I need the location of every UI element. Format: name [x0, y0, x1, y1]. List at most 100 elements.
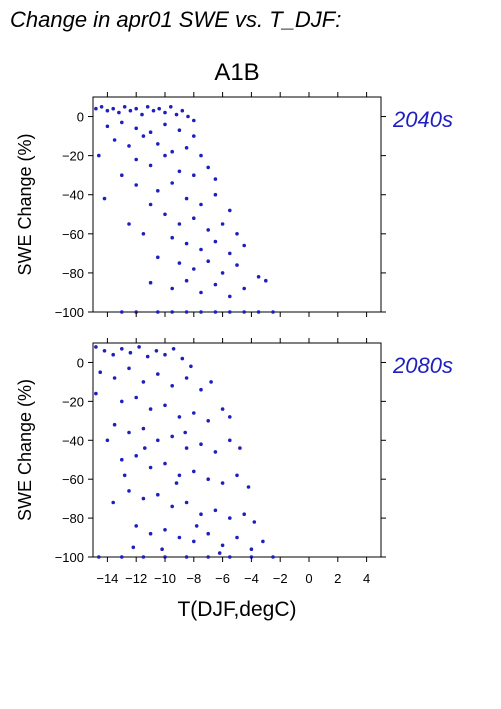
y-axis-label: SWE Change (%) — [15, 133, 35, 275]
data-point — [235, 232, 239, 236]
data-point — [156, 142, 160, 146]
data-point — [170, 235, 174, 240]
data-point — [94, 391, 98, 396]
data-point — [163, 212, 167, 217]
data-point — [242, 512, 246, 516]
data-point — [235, 263, 239, 267]
data-point — [228, 516, 232, 520]
data-point — [192, 134, 196, 138]
data-point — [141, 134, 146, 138]
data-point — [120, 555, 124, 559]
x-tick-label: −14 — [96, 571, 118, 586]
data-point — [177, 169, 182, 174]
data-point — [117, 110, 121, 115]
data-point — [141, 380, 146, 384]
data-point — [120, 347, 124, 351]
data-point — [120, 120, 124, 125]
y-tick-label: −40 — [62, 188, 84, 203]
data-point — [228, 438, 232, 443]
y-tick-label: −100 — [55, 305, 84, 320]
data-point — [120, 399, 124, 404]
data-point — [156, 255, 160, 260]
data-point — [199, 202, 203, 207]
x-axis-label: T(DJF,degC) — [177, 598, 296, 621]
data-point — [217, 551, 222, 555]
data-point — [180, 108, 185, 113]
data-point — [220, 407, 225, 411]
data-point — [170, 286, 174, 291]
y-tick-label: −80 — [62, 511, 84, 526]
data-point — [134, 524, 138, 528]
data-point — [220, 543, 225, 548]
data-point — [238, 446, 242, 450]
data-point — [163, 403, 167, 408]
data-point — [199, 153, 203, 158]
data-point — [206, 477, 210, 482]
data-point — [235, 535, 239, 540]
data-point — [192, 539, 196, 544]
data-point — [163, 122, 167, 127]
x-tick-label: −10 — [154, 571, 176, 586]
data-point — [127, 144, 131, 148]
data-point — [194, 524, 199, 528]
x-tick-label: 2 — [334, 571, 341, 586]
data-point — [256, 310, 261, 314]
data-point — [209, 380, 213, 384]
data-point — [120, 457, 124, 462]
data-point — [169, 105, 173, 109]
data-point — [213, 239, 218, 244]
data-point — [206, 228, 210, 232]
data-point — [184, 500, 189, 505]
data-point — [192, 469, 196, 474]
data-point — [177, 222, 182, 226]
data-point — [174, 112, 179, 117]
data-point — [94, 106, 98, 111]
scenario-title: A1B — [214, 59, 259, 86]
data-point — [177, 128, 182, 132]
data-point — [192, 216, 196, 220]
data-point — [206, 259, 210, 264]
data-point — [192, 173, 196, 177]
data-point — [120, 310, 124, 314]
data-point — [111, 500, 115, 505]
data-point — [134, 454, 138, 458]
data-point — [242, 310, 246, 314]
data-point — [94, 345, 98, 349]
data-point — [271, 555, 275, 559]
data-point — [163, 461, 167, 466]
x-tick-label: −2 — [273, 571, 288, 586]
data-point — [141, 555, 146, 559]
data-point — [228, 294, 232, 299]
data-point — [102, 196, 107, 201]
data-point — [134, 106, 138, 111]
x-tick-label: −4 — [244, 571, 259, 586]
data-point — [112, 422, 117, 427]
data-point — [199, 310, 203, 314]
y-tick-label: 0 — [77, 110, 84, 125]
data-point — [112, 138, 117, 142]
y-tick-label: −20 — [62, 149, 84, 164]
data-point — [137, 345, 141, 349]
y-tick-label: −40 — [62, 433, 84, 448]
data-point — [206, 419, 210, 423]
data-point — [184, 196, 189, 201]
x-tick-label: 4 — [363, 571, 370, 586]
data-point — [163, 110, 167, 115]
data-point — [134, 395, 138, 400]
data-point — [249, 547, 254, 551]
data-point — [192, 118, 196, 123]
data-point — [170, 310, 174, 314]
data-point — [148, 163, 153, 168]
data-point — [141, 426, 146, 431]
data-point — [141, 496, 146, 501]
data-point — [177, 473, 182, 478]
data-point — [151, 108, 156, 113]
data-point — [128, 350, 133, 355]
data-point — [184, 241, 189, 246]
data-point — [163, 528, 167, 532]
data-point — [163, 153, 167, 158]
plot-frame — [92, 342, 382, 558]
data-point — [112, 376, 117, 380]
data-point — [148, 531, 153, 536]
data-point — [145, 105, 150, 109]
